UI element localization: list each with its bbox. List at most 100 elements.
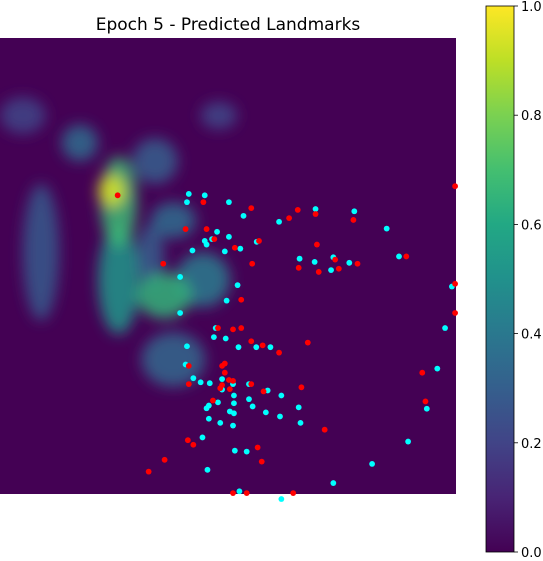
landmark-point bbox=[296, 255, 303, 262]
landmark-point bbox=[419, 369, 426, 376]
landmark-point bbox=[346, 259, 353, 266]
landmark-point bbox=[221, 248, 228, 255]
landmark-point bbox=[335, 265, 342, 272]
landmark-point bbox=[197, 379, 204, 386]
landmark-point bbox=[423, 405, 430, 412]
landmark-point bbox=[350, 217, 357, 223]
landmark-point bbox=[422, 398, 429, 405]
heat-region bbox=[136, 224, 165, 289]
landmark-point bbox=[226, 233, 232, 240]
landmark-point bbox=[328, 267, 334, 274]
landmark-point bbox=[369, 461, 375, 467]
heat-region bbox=[98, 174, 126, 207]
landmark-point bbox=[237, 245, 244, 252]
landmark-point bbox=[184, 199, 190, 206]
landmark-point bbox=[248, 381, 255, 388]
heat-region bbox=[136, 272, 192, 319]
heat-region bbox=[61, 124, 99, 162]
landmark-point bbox=[403, 253, 410, 260]
landmark-point bbox=[145, 468, 152, 475]
landmark-point bbox=[231, 244, 238, 251]
landmark-point bbox=[396, 253, 402, 260]
landmark-point bbox=[249, 260, 256, 267]
landmark-point bbox=[452, 280, 458, 287]
colorbar-tick-label: 0.4 bbox=[521, 328, 542, 343]
landmark-point bbox=[236, 488, 243, 495]
landmark-point bbox=[230, 422, 236, 429]
landmark-point bbox=[311, 258, 318, 265]
landmark-point bbox=[190, 375, 197, 382]
chart-title: Epoch 5 - Predicted Landmarks bbox=[96, 15, 361, 35]
landmark-point bbox=[189, 247, 196, 254]
landmark-point bbox=[203, 226, 210, 232]
landmark-point bbox=[210, 334, 217, 341]
landmark-point bbox=[182, 226, 189, 232]
landmark-point bbox=[286, 215, 293, 222]
landmark-point bbox=[235, 344, 242, 351]
landmark-point bbox=[210, 397, 216, 404]
colorbar-tick-label: 1.0 bbox=[521, 0, 542, 15]
landmark-point bbox=[253, 344, 260, 351]
heat-region bbox=[132, 138, 178, 184]
landmark-point bbox=[246, 396, 252, 403]
colorbar-tick-label: 0.0 bbox=[521, 546, 542, 561]
landmark-point bbox=[204, 466, 211, 473]
landmark-point bbox=[330, 480, 337, 486]
landmark-point bbox=[452, 183, 458, 190]
heat-region bbox=[22, 183, 60, 321]
landmark-point bbox=[230, 378, 236, 384]
landmark-point bbox=[234, 282, 241, 289]
landmark-point bbox=[211, 236, 218, 242]
heat-region bbox=[150, 202, 197, 239]
landmark-point bbox=[230, 490, 236, 496]
heat-region bbox=[200, 101, 238, 130]
landmark-point bbox=[278, 392, 285, 399]
landmark-point bbox=[248, 205, 255, 211]
landmark-point bbox=[223, 297, 230, 304]
landmark-point bbox=[240, 212, 247, 219]
landmark-point bbox=[243, 448, 250, 455]
heat-regions bbox=[0, 97, 238, 387]
landmark-point bbox=[249, 403, 256, 410]
landmark-point bbox=[190, 441, 197, 448]
heatmap-image bbox=[0, 38, 458, 502]
landmark-point bbox=[351, 208, 358, 215]
colorbar-tick-label: 0.2 bbox=[521, 437, 542, 452]
landmark-point bbox=[294, 207, 301, 213]
landmark-point bbox=[226, 386, 233, 393]
heat-region bbox=[98, 224, 140, 335]
landmark-point bbox=[215, 325, 221, 331]
landmark-point bbox=[277, 413, 283, 420]
landmark-point bbox=[260, 388, 267, 395]
landmark-point bbox=[200, 199, 207, 206]
landmark-point bbox=[221, 369, 228, 376]
landmark-point bbox=[177, 310, 184, 316]
colorbar-tick-label: 0.8 bbox=[521, 109, 542, 124]
landmark-points bbox=[114, 183, 458, 502]
landmark-point bbox=[215, 399, 221, 406]
landmark-point bbox=[452, 310, 458, 316]
landmark-point bbox=[312, 206, 319, 212]
landmark-point bbox=[231, 447, 238, 454]
landmark-point bbox=[231, 392, 237, 399]
landmark-point bbox=[295, 264, 302, 271]
landmark-point bbox=[205, 415, 212, 422]
landmark-point bbox=[160, 260, 167, 267]
landmark-point bbox=[383, 225, 390, 232]
landmark-point bbox=[219, 362, 225, 369]
landmark-point bbox=[315, 269, 322, 275]
landmark-point bbox=[201, 192, 208, 199]
landmark-point bbox=[354, 260, 361, 267]
landmark-point bbox=[267, 344, 274, 351]
landmark-point bbox=[248, 338, 255, 345]
landmark-point bbox=[185, 362, 192, 369]
landmark-point bbox=[226, 199, 232, 206]
landmark-point bbox=[278, 496, 285, 502]
landmark-point bbox=[161, 456, 168, 463]
landmark-point bbox=[185, 191, 192, 197]
landmark-point bbox=[238, 296, 245, 303]
landmark-point bbox=[114, 192, 121, 199]
landmark-point bbox=[276, 218, 282, 225]
landmark-point bbox=[203, 241, 210, 248]
